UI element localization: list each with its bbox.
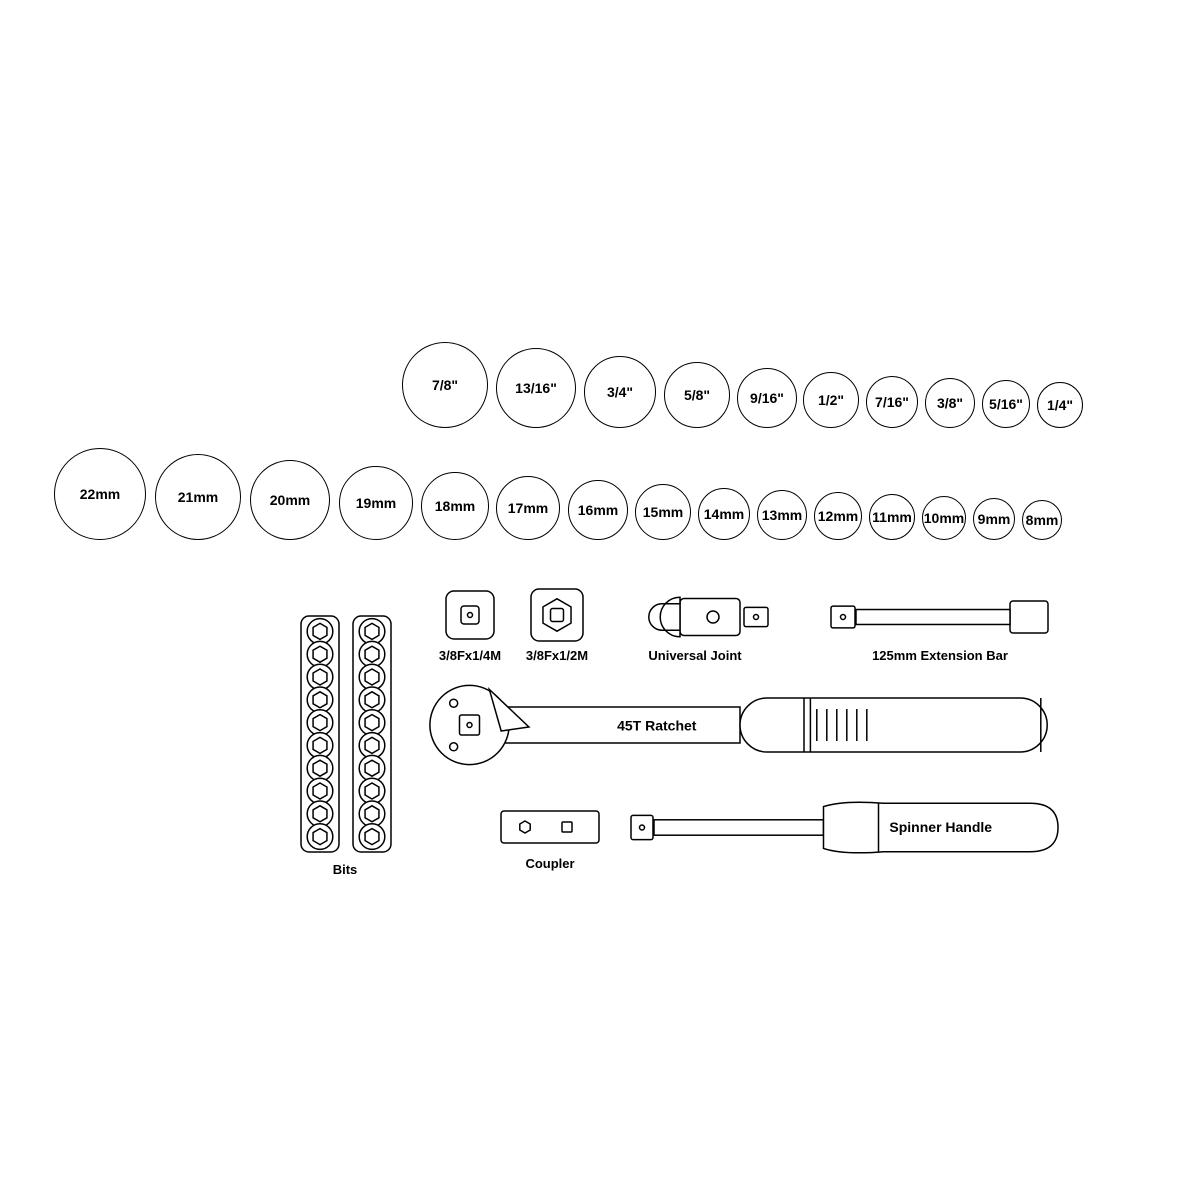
universal-joint-label: Universal Joint (620, 648, 770, 663)
bits-holder-1 (352, 615, 392, 853)
socket-metric-label-14: 8mm (1026, 512, 1059, 528)
socket-metric-12: 10mm (922, 496, 966, 540)
socket-imperial-4: 9/16" (737, 368, 797, 428)
socket-imperial-5: 1/2" (803, 372, 859, 428)
socket-imperial-label-8: 5/16" (989, 396, 1023, 412)
socket-metric-label-13: 9mm (978, 511, 1011, 527)
svg-text:Spinner Handle: Spinner Handle (889, 819, 992, 835)
socket-metric-label-5: 17mm (508, 500, 548, 516)
socket-metric-label-10: 12mm (818, 508, 858, 524)
coupler-label: Coupler (500, 856, 600, 871)
socket-metric-8: 14mm (698, 488, 750, 540)
extension-bar-label: 125mm Extension Bar (830, 648, 1050, 663)
socket-metric-1: 21mm (155, 454, 241, 540)
socket-imperial-label-7: 3/8" (937, 395, 963, 411)
socket-imperial-label-5: 1/2" (818, 392, 844, 408)
socket-imperial-7: 3/8" (925, 378, 975, 428)
socket-imperial-label-6: 7/16" (875, 394, 909, 410)
socket-imperial-3: 5/8" (664, 362, 730, 428)
socket-metric-label-9: 13mm (762, 507, 802, 523)
socket-metric-7: 15mm (635, 484, 691, 540)
socket-imperial-label-1: 13/16" (515, 380, 557, 396)
adapter-3-8fx1-4m (445, 590, 495, 640)
socket-metric-10: 12mm (814, 492, 862, 540)
socket-metric-13: 9mm (973, 498, 1015, 540)
spinner-handle: Spinner Handle (630, 800, 1060, 855)
socket-metric-label-4: 18mm (435, 498, 475, 514)
socket-imperial-9: 1/4" (1037, 382, 1083, 428)
socket-metric-6: 16mm (568, 480, 628, 540)
socket-imperial-label-4: 9/16" (750, 390, 784, 406)
socket-imperial-label-3: 5/8" (684, 387, 710, 403)
socket-metric-label-0: 22mm (80, 486, 120, 502)
socket-imperial-8: 5/16" (982, 380, 1030, 428)
socket-metric-label-8: 14mm (704, 506, 744, 522)
socket-metric-9: 13mm (757, 490, 807, 540)
adapter-3-8fx1-2m (530, 588, 584, 642)
socket-metric-11: 11mm (869, 494, 915, 540)
socket-metric-label-6: 16mm (578, 502, 618, 518)
socket-metric-4: 18mm (421, 472, 489, 540)
socket-imperial-label-9: 1/4" (1047, 397, 1073, 413)
adapter1-label: 3/8Fx1/4M (425, 648, 515, 663)
socket-metric-label-1: 21mm (178, 489, 218, 505)
socket-metric-5: 17mm (496, 476, 560, 540)
socket-metric-0: 22mm (54, 448, 146, 540)
socket-imperial-label-2: 3/4" (607, 384, 633, 400)
svg-text:45T Ratchet: 45T Ratchet (617, 717, 697, 733)
socket-imperial-6: 7/16" (866, 376, 918, 428)
bits-holder-0 (300, 615, 340, 853)
adapter2-label: 3/8Fx1/2M (512, 648, 602, 663)
coupler (500, 810, 600, 844)
socket-metric-label-12: 10mm (924, 510, 964, 526)
socket-imperial-2: 3/4" (584, 356, 656, 428)
socket-metric-label-11: 11mm (872, 509, 912, 525)
universal-joint (620, 595, 770, 639)
socket-imperial-1: 13/16" (496, 348, 576, 428)
ratchet: 45T Ratchet (420, 680, 1060, 770)
socket-imperial-label-0: 7/8" (432, 377, 458, 393)
socket-metric-2: 20mm (250, 460, 330, 540)
socket-imperial-0: 7/8" (402, 342, 488, 428)
socket-metric-label-2: 20mm (270, 492, 310, 508)
socket-metric-label-3: 19mm (356, 495, 396, 511)
socket-metric-14: 8mm (1022, 500, 1062, 540)
socket-metric-3: 19mm (339, 466, 413, 540)
extension-bar (830, 600, 1050, 634)
bits-label: Bits (305, 862, 385, 877)
socket-metric-label-7: 15mm (643, 504, 683, 520)
